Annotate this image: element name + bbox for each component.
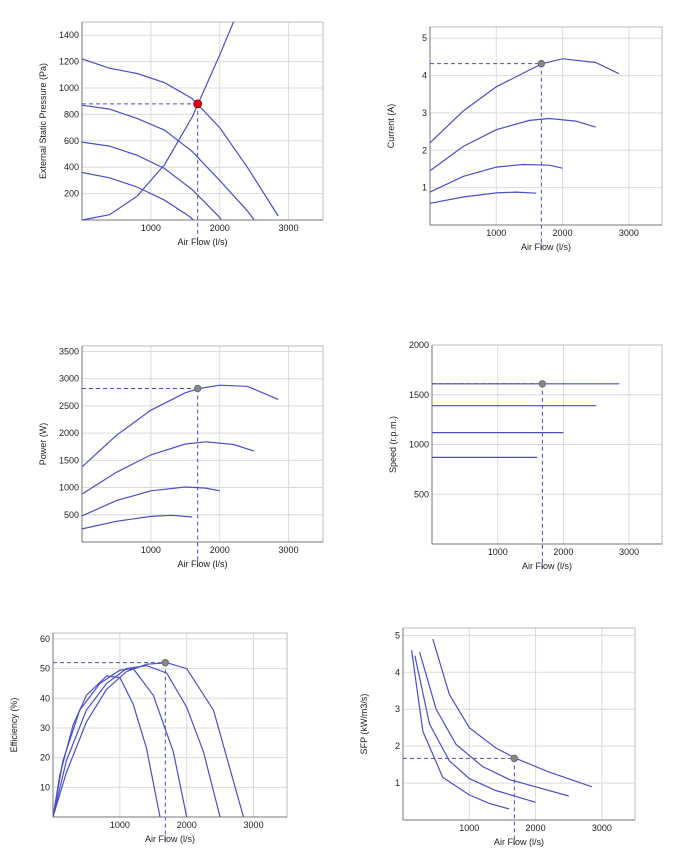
series-line-1 [432,638,593,788]
x-axis-label: Air Flow (l/s) [178,559,228,569]
y-tick-label: 1000 [59,83,79,93]
x-tick-label: 3000 [619,547,639,557]
plot-frame [81,21,324,221]
y-tick-label: 1000 [59,483,79,493]
series-line-2 [53,664,221,818]
y-tick-label: 40 [40,693,50,703]
y-tick-label: 2000 [59,428,79,438]
y-tick-label: 4 [422,71,427,81]
y-tick-label: 4 [395,667,400,677]
y-tick-label: 3 [395,704,400,714]
x-tick-label: 2000 [526,823,546,833]
y-tick-label: 3 [422,108,427,118]
series-line-3 [82,141,222,221]
y-tick-label: 500 [64,510,79,520]
x-tick-label: 2000 [553,547,573,557]
speed-chart: 1000 2000 3000 500 1000 1500 2000 Air Flow (l/s… [388,340,663,571]
y-tick-label: 1400 [59,30,79,40]
series-line-4 [82,514,193,530]
y-tick-label: 1 [422,183,427,193]
x-tick-label: 2000 [210,545,230,555]
series-line-4 [430,191,537,204]
y-tick-label: 60 [40,634,50,644]
x-tick-label: 3000 [279,545,299,555]
y-tick-label: 600 [64,136,79,146]
plot-frame [429,26,663,226]
y-tick-label: 500 [414,489,429,499]
x-axis-label: Air Flow (l/s) [178,237,228,247]
y-tick-label: 2 [395,741,400,751]
operating-point-marker [193,99,203,109]
y-tick-label: 30 [40,723,50,733]
y-tick-label: 1 [395,778,400,788]
series-line-2 [82,441,255,495]
series-line-3 [82,486,220,517]
x-tick-label: 1000 [110,820,130,830]
y-tick-label: 2000 [409,340,429,350]
x-tick-label: 1000 [141,223,161,233]
series-line-5 [82,21,235,221]
plot-frame [52,632,288,818]
y-axis-label: SFP (kW/m3/s) [359,694,369,755]
efficiency-chart: 1000 2000 3000 10 20 30 40 50 60 Air Flow (l/s) Ef… [9,632,288,844]
operating-point-marker [537,59,546,68]
x-tick-label: 1000 [141,545,161,555]
x-tick-label: 3000 [592,823,612,833]
y-tick-label: 5 [422,33,427,43]
series-line-4 [411,650,510,810]
y-axis-label: External Static Pressure (Pa) [38,63,48,179]
operating-point-marker [538,380,547,388]
y-axis-label: Speed (r.p.m.) [388,416,398,473]
current-chart: 1000 2000 3000 1 2 3 4 5 Air Flow (l/s) Current (… [386,26,663,252]
power-chart: 1000 2000 3000 500 1000 1500 2000 2500 3000 3500 A… [38,345,324,569]
y-axis-label: Power (W) [38,423,48,466]
series-line-3 [430,163,563,193]
y-tick-label: 800 [64,109,79,119]
series-line-4 [53,675,161,818]
pressure-chart: 1000 2000 3000 200 400 600 800 1000 1200 1400 Air … [38,21,324,247]
series-line-2 [430,117,596,172]
y-tick-label: 2 [422,145,427,155]
y-axis-label: Current (A) [386,104,396,149]
x-tick-label: 2000 [553,228,573,238]
y-tick-label: 20 [40,753,50,763]
y-tick-label: 50 [40,664,50,674]
y-tick-label: 5 [395,630,400,640]
operating-point-marker [510,754,519,763]
y-tick-label: 3000 [59,374,79,384]
series-line-1 [430,58,620,144]
sfp-chart: 1000 2000 3000 1 2 3 4 5 Air Flow (l/s) SFP (kW/m… [359,627,636,847]
y-tick-label: 2500 [59,401,79,411]
y-tick-label: 200 [64,189,79,199]
x-tick-label: 1000 [488,547,508,557]
y-tick-label: 400 [64,162,79,172]
series-line-4 [82,171,194,221]
series-line-1 [53,662,245,818]
y-tick-label: 1500 [409,390,429,400]
x-tick-label: 3000 [279,223,299,233]
series-line-2 [419,651,569,797]
x-axis-label: Air Flow (l/s) [494,837,544,847]
y-tick-label: 1000 [409,440,429,450]
y-tick-label: 1500 [59,455,79,465]
x-axis-label: Air Flow (l/s) [522,561,572,571]
y-tick-label: 3500 [59,346,79,356]
x-tick-label: 1000 [486,228,506,238]
series-line-1 [82,58,279,217]
x-axis-label: Air Flow (l/s) [521,242,571,252]
y-tick-label: 1200 [59,57,79,67]
x-tick-label: 2000 [177,820,197,830]
plot-frame [81,345,324,543]
y-tick-label: 10 [40,782,50,792]
operating-point-marker [161,658,170,667]
series-line-3 [414,655,536,803]
x-tick-label: 3000 [619,228,639,238]
x-tick-label: 1000 [459,823,479,833]
y-axis-label: Efficiency (%) [9,698,19,753]
x-tick-label: 2000 [210,223,230,233]
operating-point-marker [193,384,202,393]
x-tick-label: 3000 [244,820,264,830]
series-line-1 [82,384,279,468]
x-axis-label: Air Flow (l/s) [145,834,195,844]
